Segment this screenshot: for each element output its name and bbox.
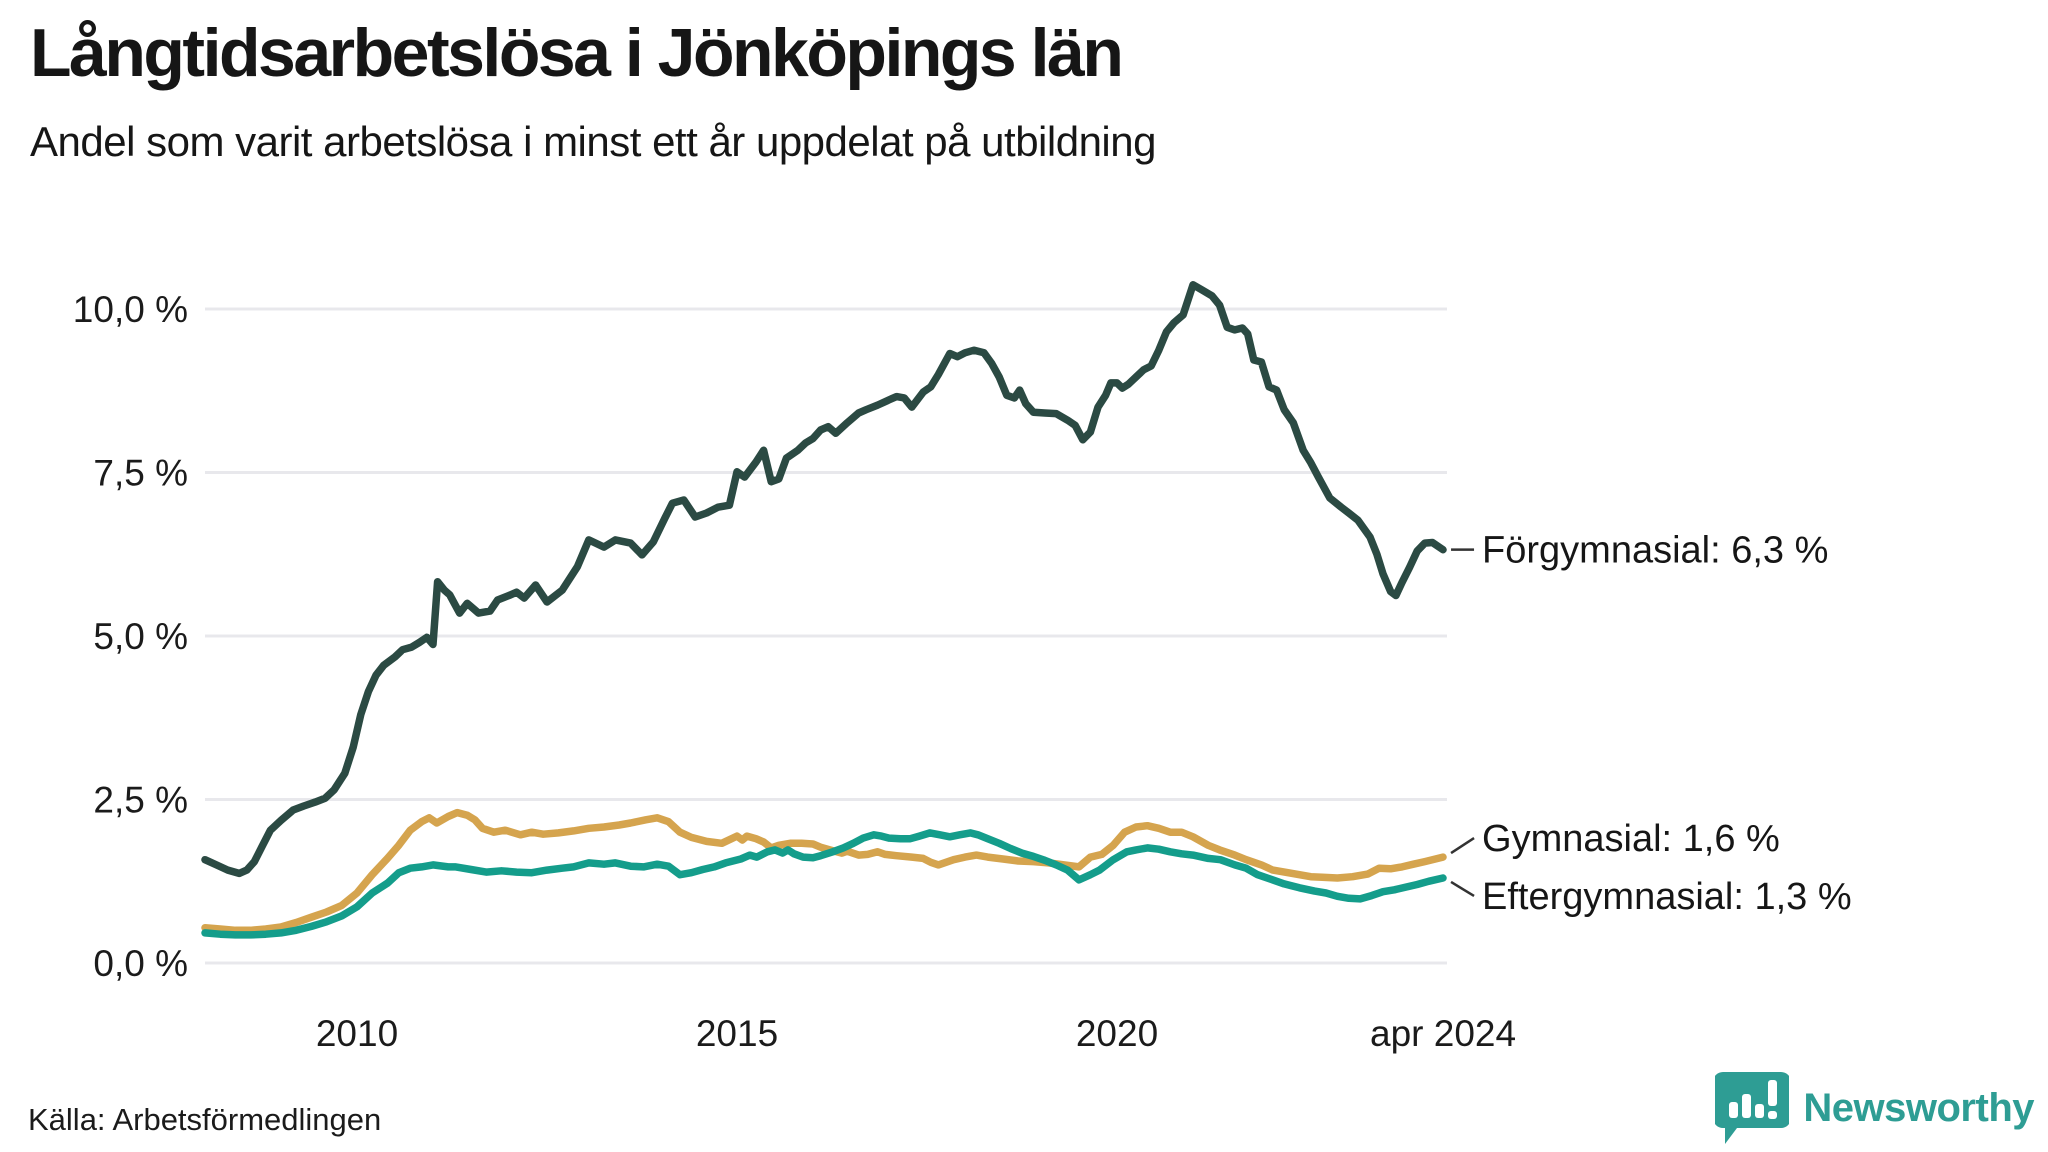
series-lines — [201, 281, 1447, 939]
newsworthy-brand: Newsworthy — [1715, 1068, 2034, 1148]
series-end-label-gymnasial: Gymnasial: 1,6 % — [1482, 818, 1780, 860]
speech-bubble-shape — [1715, 1072, 1790, 1144]
y-tick-label: 2,5 % — [93, 780, 188, 821]
page-title: Långtidsarbetslösa i Jönköpings län — [30, 15, 1124, 91]
bar-3 — [1755, 1104, 1765, 1118]
newsworthy-wordmark: Newsworthy — [1803, 1085, 2034, 1130]
page-subtitle: Andel som varit arbetslösa i minst ett å… — [30, 118, 1156, 165]
series-line-gymnasial — [201, 808, 1447, 935]
y-tick-label: 5,0 % — [93, 616, 188, 657]
y-tick-label: 0,0 % — [93, 943, 188, 984]
bar-2 — [1742, 1094, 1752, 1118]
label-leader-line — [1450, 880, 1475, 898]
x-tick-label: 2020 — [1076, 1013, 1158, 1054]
source-note: Källa: Arbetsförmedlingen — [28, 1102, 382, 1137]
y-tick-label: 10,0 % — [73, 289, 188, 330]
x-tick-label: apr 2024 — [1370, 1013, 1516, 1054]
x-tick-label: 2015 — [696, 1013, 778, 1054]
exclamation-bar — [1768, 1080, 1778, 1106]
series-end-label-eftergymnasial: Eftergymnasial: 1,3 % — [1482, 876, 1852, 918]
label-leader-line — [1450, 837, 1475, 855]
series-end-labels: Förgymnasial: 6,3 % Gymnasial: 1,6 % Efter… — [1450, 530, 1852, 918]
bar-1 — [1729, 1102, 1739, 1118]
y-axis-labels: 0,0 % 2,5 % 5,0 % 7,5 % 10,0 % — [73, 289, 188, 984]
exclamation-dot — [1768, 1111, 1778, 1119]
x-axis-labels: 2010 2015 2020 apr 2024 — [316, 1013, 1516, 1054]
x-tick-label: 2010 — [316, 1013, 398, 1054]
series-line-förgymnasial — [201, 281, 1447, 878]
y-tick-label: 7,5 % — [93, 453, 188, 494]
series-end-label-förgymnasial: Förgymnasial: 6,3 % — [1482, 530, 1828, 572]
series-line-eftergymnasial — [201, 829, 1447, 939]
newsworthy-logo-icon — [1715, 1072, 1790, 1144]
gridlines — [205, 307, 1447, 965]
